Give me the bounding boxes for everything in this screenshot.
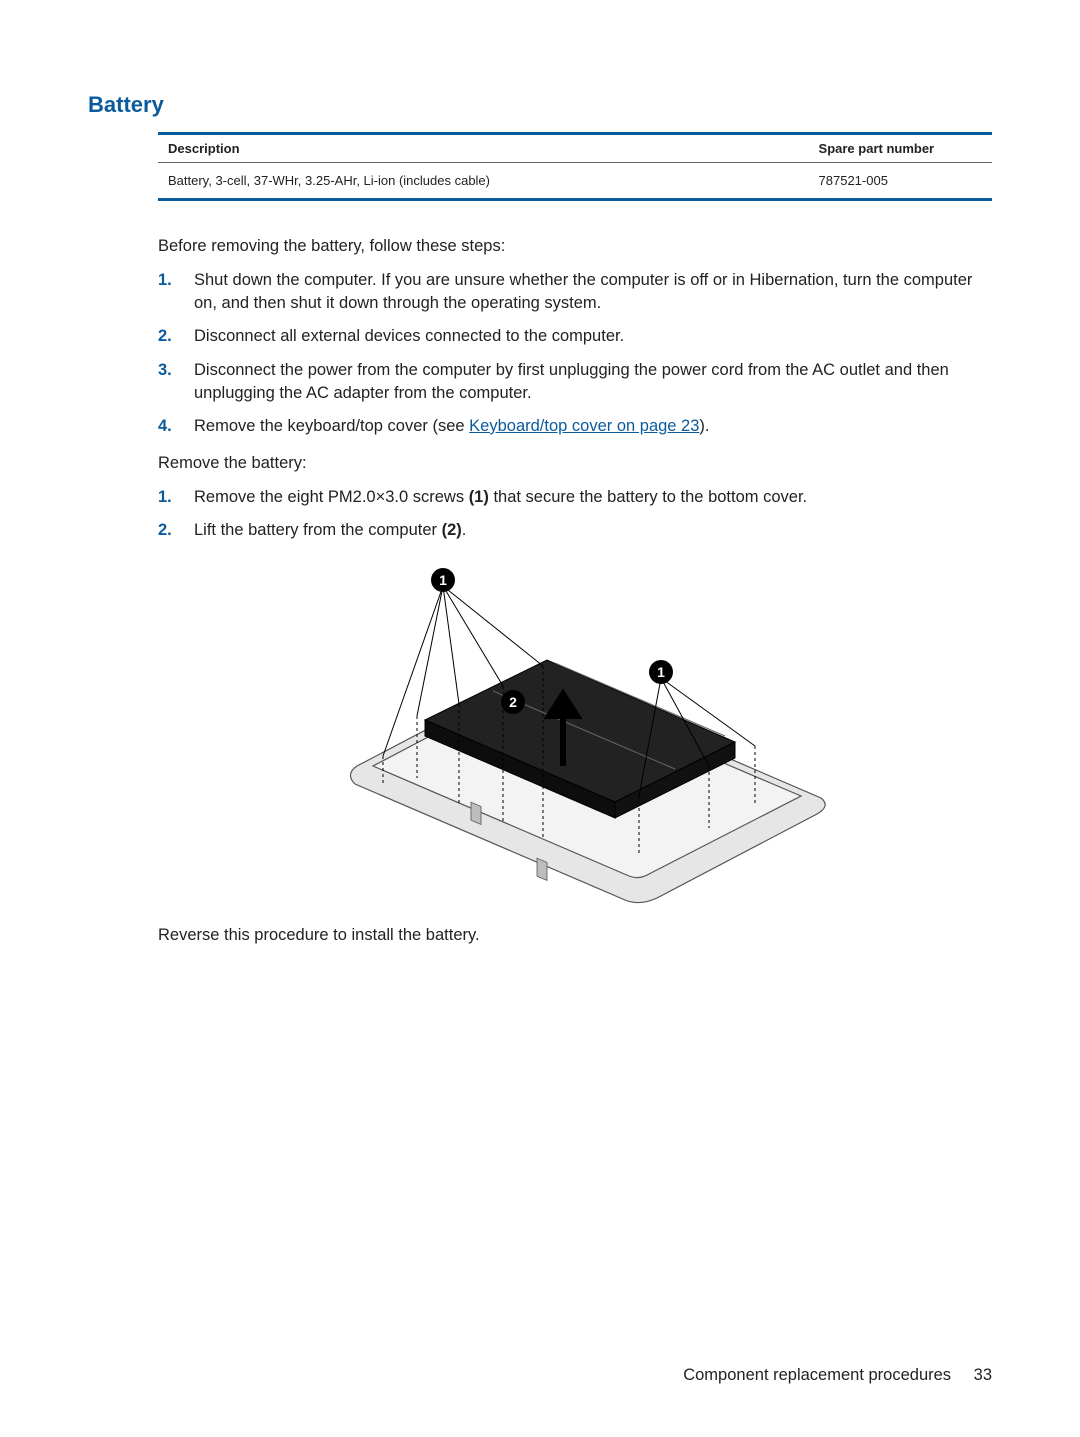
step-text: . (462, 521, 467, 539)
table-cell-desc: Battery, 3-cell, 37-WHr, 3.25-AHr, Li-io… (158, 163, 809, 200)
list-item: 1. Remove the eight PM2.0×3.0 screws (1)… (158, 486, 992, 509)
table-cell-spare: 787521-005 (809, 163, 992, 200)
step-text: ). (699, 417, 709, 435)
list-item: 4. Remove the keyboard/top cover (see Ke… (158, 415, 992, 438)
footer-page-number: 33 (974, 1366, 992, 1384)
callout-ref: (2) (442, 521, 462, 539)
step-text: Remove the eight PM2.0×3.0 screws (194, 488, 469, 506)
prep-steps-list: 1. Shut down the computer. If you are un… (158, 269, 992, 438)
callout-ref: (1) (469, 488, 489, 506)
table-header-desc: Description (158, 134, 809, 163)
intro2-text: Remove the battery: (158, 452, 992, 474)
list-item: 3. Disconnect the power from the compute… (158, 359, 992, 405)
section-title: Battery (88, 92, 992, 118)
step-number: 1. (158, 269, 172, 292)
callout-2-label: 2 (509, 694, 517, 710)
list-item: 1. Shut down the computer. If you are un… (158, 269, 992, 315)
xref-link[interactable]: Keyboard/top cover on page 23 (469, 417, 699, 435)
battery-removal-diagram: 1 1 2 (315, 556, 835, 906)
closing-text: Reverse this procedure to install the ba… (158, 924, 992, 946)
remove-steps-list: 1. Remove the eight PM2.0×3.0 screws (1)… (158, 486, 992, 542)
table-row: Battery, 3-cell, 37-WHr, 3.25-AHr, Li-io… (158, 163, 992, 200)
step-text: Remove the keyboard/top cover (see (194, 417, 469, 435)
callout-1-label: 1 (439, 572, 447, 588)
step-number: 1. (158, 486, 172, 509)
list-item: 2. Disconnect all external devices conne… (158, 325, 992, 348)
step-text: Disconnect the power from the computer b… (194, 361, 949, 402)
diagram-container: 1 1 2 (158, 556, 992, 906)
step-number: 4. (158, 415, 172, 438)
step-number: 2. (158, 325, 172, 348)
step-text: Lift the battery from the computer (194, 521, 442, 539)
footer-section: Component replacement procedures (683, 1366, 951, 1384)
step-text: Disconnect all external devices connecte… (194, 327, 624, 345)
step-number: 3. (158, 359, 172, 382)
step-text: Shut down the computer. If you are unsur… (194, 271, 972, 312)
intro-text: Before removing the battery, follow thes… (158, 235, 992, 257)
step-text: that secure the battery to the bottom co… (489, 488, 807, 506)
page-footer: Component replacement procedures 33 (683, 1366, 992, 1385)
list-item: 2. Lift the battery from the computer (2… (158, 519, 992, 542)
table-header-spare: Spare part number (809, 134, 992, 163)
step-number: 2. (158, 519, 172, 542)
callout-1b-label: 1 (657, 664, 665, 680)
spare-parts-table: Description Spare part number Battery, 3… (158, 132, 992, 201)
